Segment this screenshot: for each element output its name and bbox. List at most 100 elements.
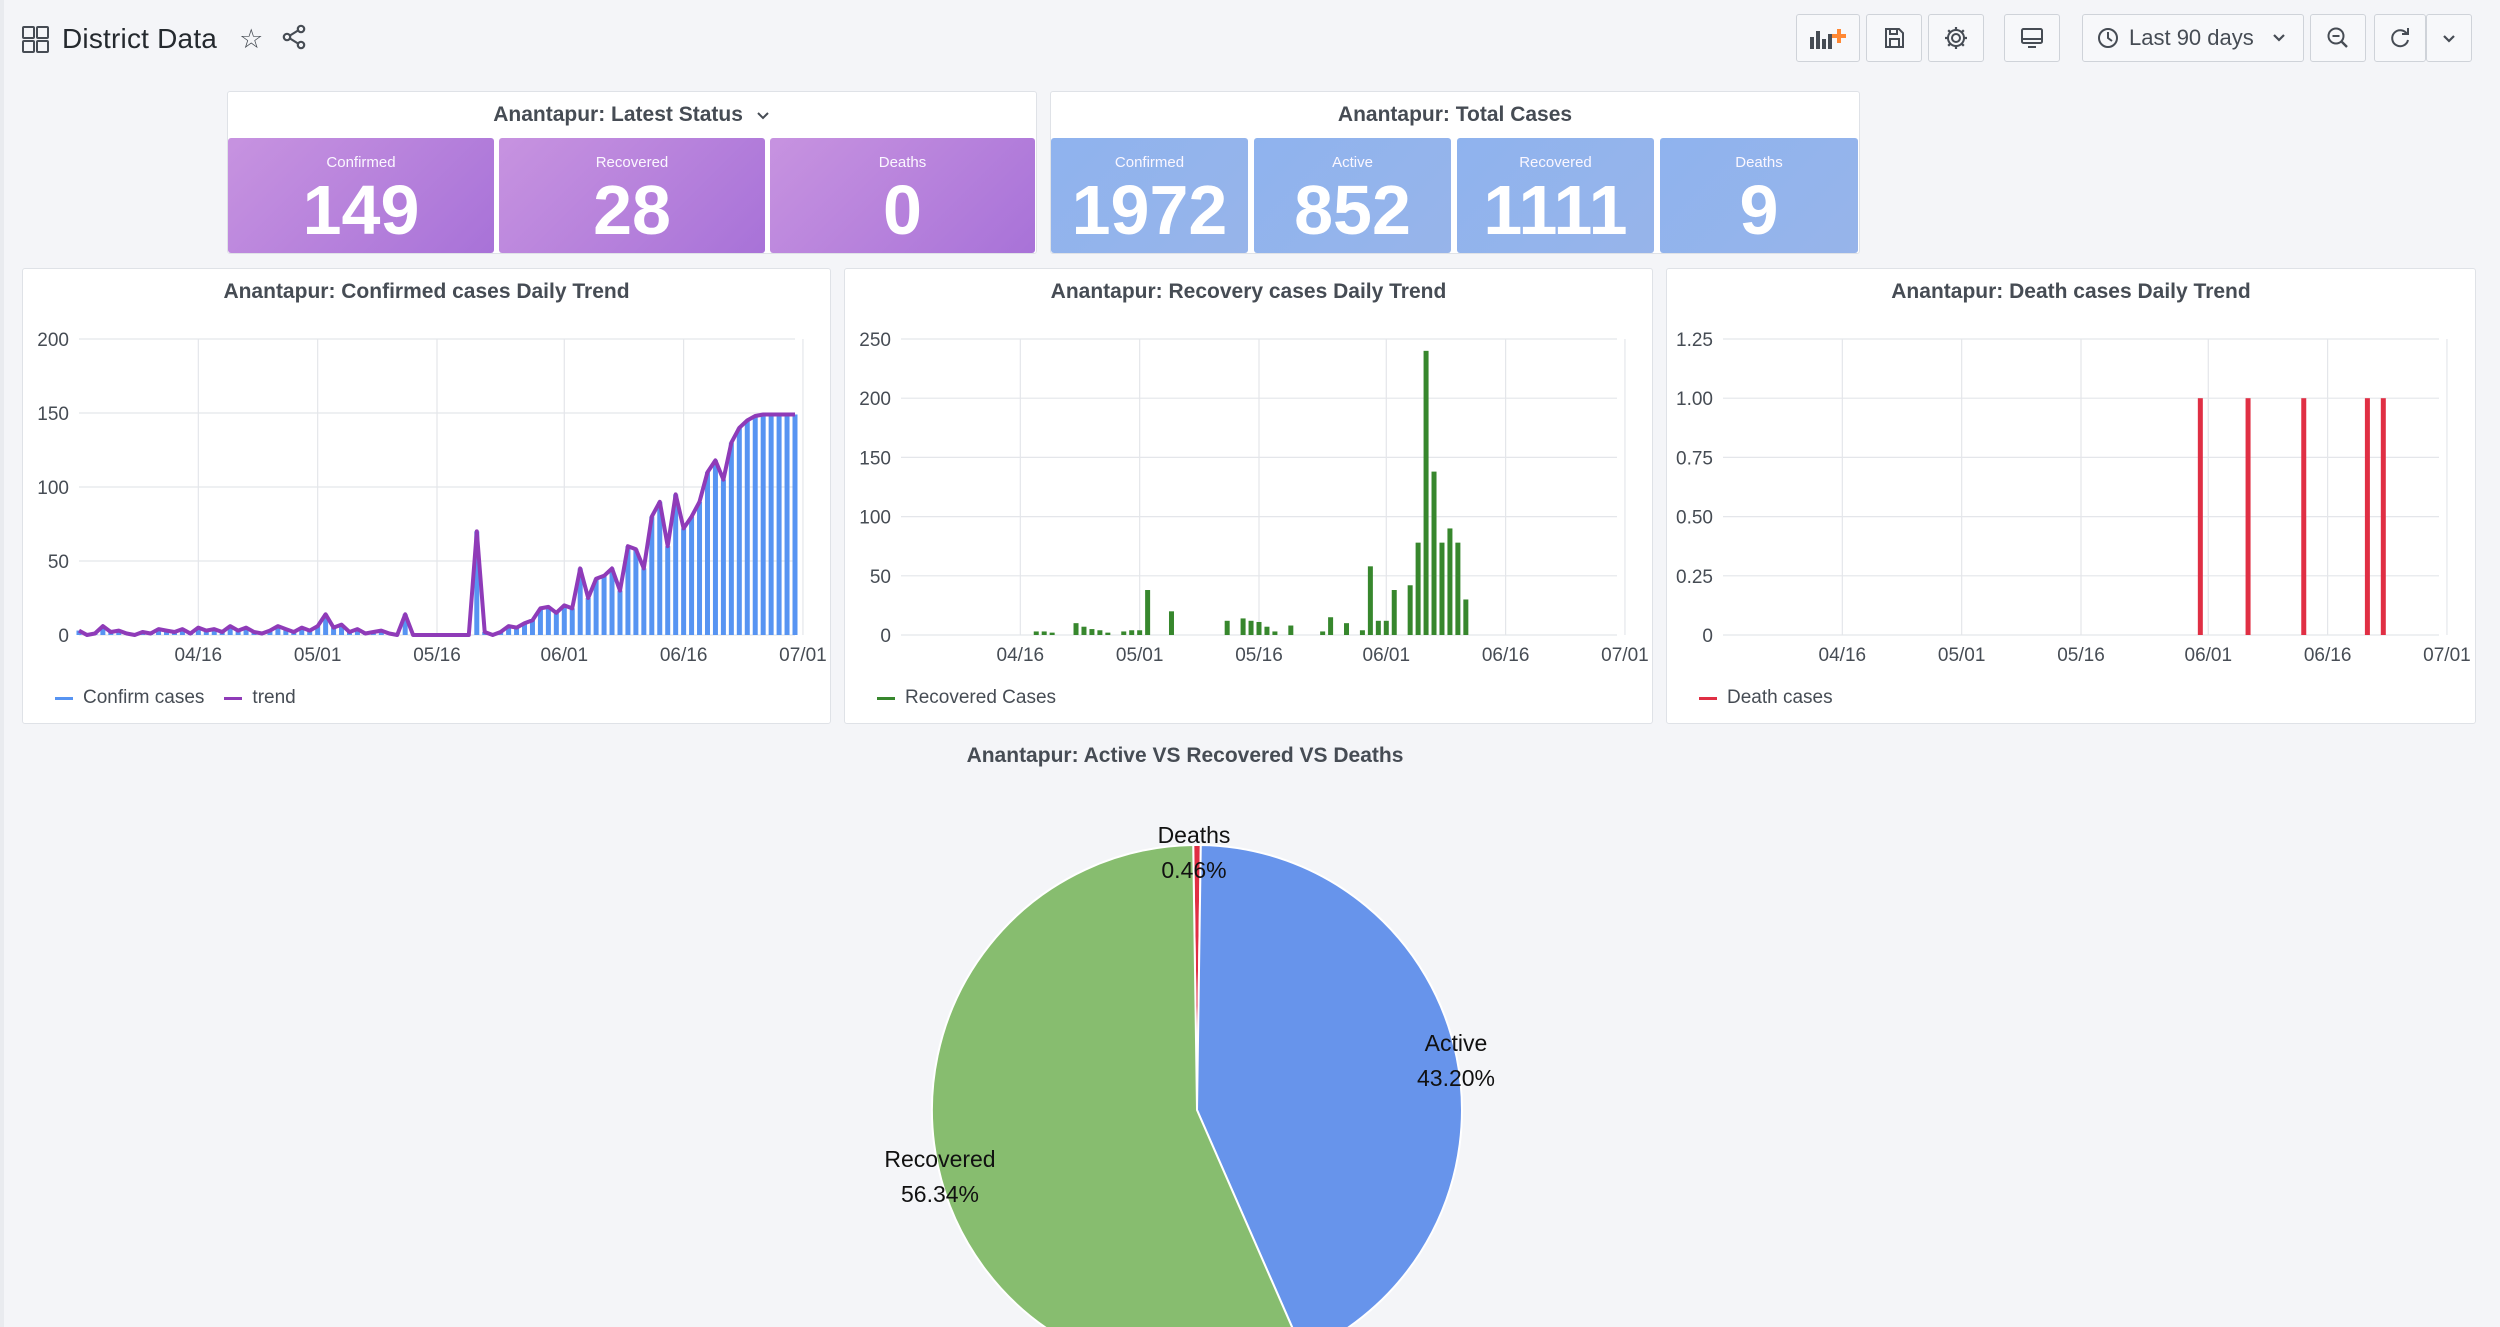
refresh-icon [2391, 28, 2409, 48]
bar [712, 460, 718, 635]
settings-button[interactable] [1928, 14, 1984, 62]
legend-swatch [877, 696, 895, 700]
x-tick-label: 04/16 [997, 645, 1045, 666]
refresh-interval-dropdown[interactable] [2426, 14, 2472, 62]
time-range-picker[interactable]: Last 90 days [2082, 14, 2304, 62]
legend-label: Recovered Cases [905, 687, 1057, 708]
zoom-out-button[interactable] [2310, 14, 2366, 62]
death-trend-chart[interactable]: 0 0.25 0.50 0.75 1.00 1.25 04/16 05/01 05/16 06/0… [1667, 269, 2473, 689]
bar [784, 414, 790, 635]
stat-total-confirmed: Confirmed 1972 [1051, 138, 1248, 253]
bar [1455, 542, 1461, 635]
bar [760, 414, 766, 635]
x-tick-label: 07/01 [1601, 645, 1649, 666]
pie-chart-title[interactable]: Anantapur: Active VS Recovered VS Deaths [966, 744, 1404, 767]
x-tick-label: 05/01 [294, 645, 342, 666]
pie-chart[interactable] [900, 820, 1500, 1327]
legend-item[interactable]: Confirm cases [55, 687, 204, 709]
bar [156, 629, 162, 635]
dashboard-title-group: District Data ☆ [22, 18, 307, 60]
view-mode-button[interactable] [2004, 14, 2060, 62]
bar [529, 620, 535, 635]
bar [1033, 631, 1039, 635]
confirmed-trend-chart[interactable]: 0 50 100 150 200 04/16 05/01 05/16 06/01 06/16 07/… [23, 269, 829, 689]
stat-label: Confirmed [326, 154, 396, 171]
y-tick-label: 0.50 [1676, 508, 1713, 529]
bar [697, 501, 703, 635]
bar [545, 606, 551, 635]
stat-label: Confirmed [1114, 154, 1185, 171]
bar [1168, 611, 1174, 635]
legend-swatch [1699, 696, 1717, 700]
death-trend-legend: Death cases [1699, 687, 1853, 709]
latest-status-title-row[interactable]: Anantapur: Latest Status [228, 92, 1036, 138]
dashboard-title[interactable]: District Data [62, 23, 218, 54]
bar [1097, 630, 1103, 635]
stat-value: 1111 [1483, 171, 1628, 249]
bar [2245, 398, 2251, 635]
bar [633, 549, 639, 635]
pie-slice-percent: 0.46% [1161, 857, 1227, 883]
x-tick-label: 05/16 [413, 645, 461, 666]
stat-value: 852 [1294, 171, 1411, 249]
legend-label: Confirm cases [83, 687, 205, 708]
total-cases-title[interactable]: Anantapur: Total Cases [1337, 103, 1573, 126]
bar [1129, 630, 1135, 635]
bar [673, 494, 679, 635]
bar [689, 516, 695, 635]
y-tick-label: 50 [870, 567, 891, 588]
x-tick-label: 05/01 [1116, 645, 1164, 666]
legend-item[interactable]: Death cases [1699, 687, 1833, 709]
stat-label: Recovered [595, 154, 669, 171]
stat-value: 1972 [1071, 171, 1228, 249]
legend-item[interactable]: trend [224, 687, 296, 709]
confirmed-trend-title[interactable]: Anantapur: Confirmed cases Daily Trend [223, 280, 630, 303]
y-tick-label: 0.75 [1676, 448, 1713, 469]
bar [776, 414, 782, 635]
bar [609, 568, 615, 635]
share-icon[interactable] [281, 24, 307, 55]
recovery-trend-chart[interactable]: 0 50 100 150 200 250 04/16 05/01 05/16 06/01 06/16… [845, 269, 1651, 689]
recovery-trend-title[interactable]: Anantapur: Recovery cases Daily Trend [1050, 280, 1447, 303]
bar [179, 629, 185, 635]
y-tick-label: 50 [48, 552, 69, 573]
bar [1375, 620, 1381, 635]
x-tick-label: 06/01 [1363, 645, 1411, 666]
bar [736, 427, 742, 635]
pie-slice-percent: 56.34% [900, 1181, 979, 1207]
bar [1407, 585, 1413, 635]
bar [1240, 618, 1246, 635]
bar [1049, 632, 1055, 635]
bar [1264, 626, 1270, 635]
x-tick-label: 04/16 [1819, 645, 1867, 666]
death-trend-title[interactable]: Anantapur: Death cases Daily Trend [1891, 280, 2251, 303]
bar [657, 501, 663, 635]
star-icon[interactable]: ☆ [239, 23, 264, 54]
bar [2197, 398, 2203, 635]
save-dashboard-button[interactable] [1866, 14, 1922, 62]
dashboard-grid-icon[interactable] [22, 26, 49, 53]
y-tick-label: 250 [859, 330, 891, 351]
pie-slice-percent: 43.20% [1416, 1065, 1495, 1091]
zoom-out-icon [2327, 27, 2348, 48]
bar [1320, 631, 1326, 635]
bar [792, 414, 798, 635]
bar [354, 629, 360, 635]
legend-item[interactable]: Recovered Cases [877, 687, 1056, 709]
refresh-button[interactable] [2374, 14, 2426, 62]
chevron-down-icon [757, 112, 769, 120]
bar [537, 608, 543, 635]
bar [601, 575, 607, 635]
latest-status-panel: Anantapur: Latest Status Confirmed 149 R… [227, 91, 1037, 254]
stat-value: 28 [593, 171, 671, 249]
bar [1121, 631, 1127, 635]
bar [1145, 590, 1151, 635]
time-range-label: Last 90 days [2129, 25, 2254, 50]
y-tick-label: 100 [859, 508, 891, 529]
add-panel-button[interactable] [1796, 14, 1860, 62]
top-navbar: District Data ☆ Last 90 days [0, 0, 2500, 78]
trend-line [78, 412, 795, 637]
bar [1272, 631, 1278, 635]
bar [315, 626, 321, 635]
stat-label: Deaths [1735, 154, 1783, 171]
